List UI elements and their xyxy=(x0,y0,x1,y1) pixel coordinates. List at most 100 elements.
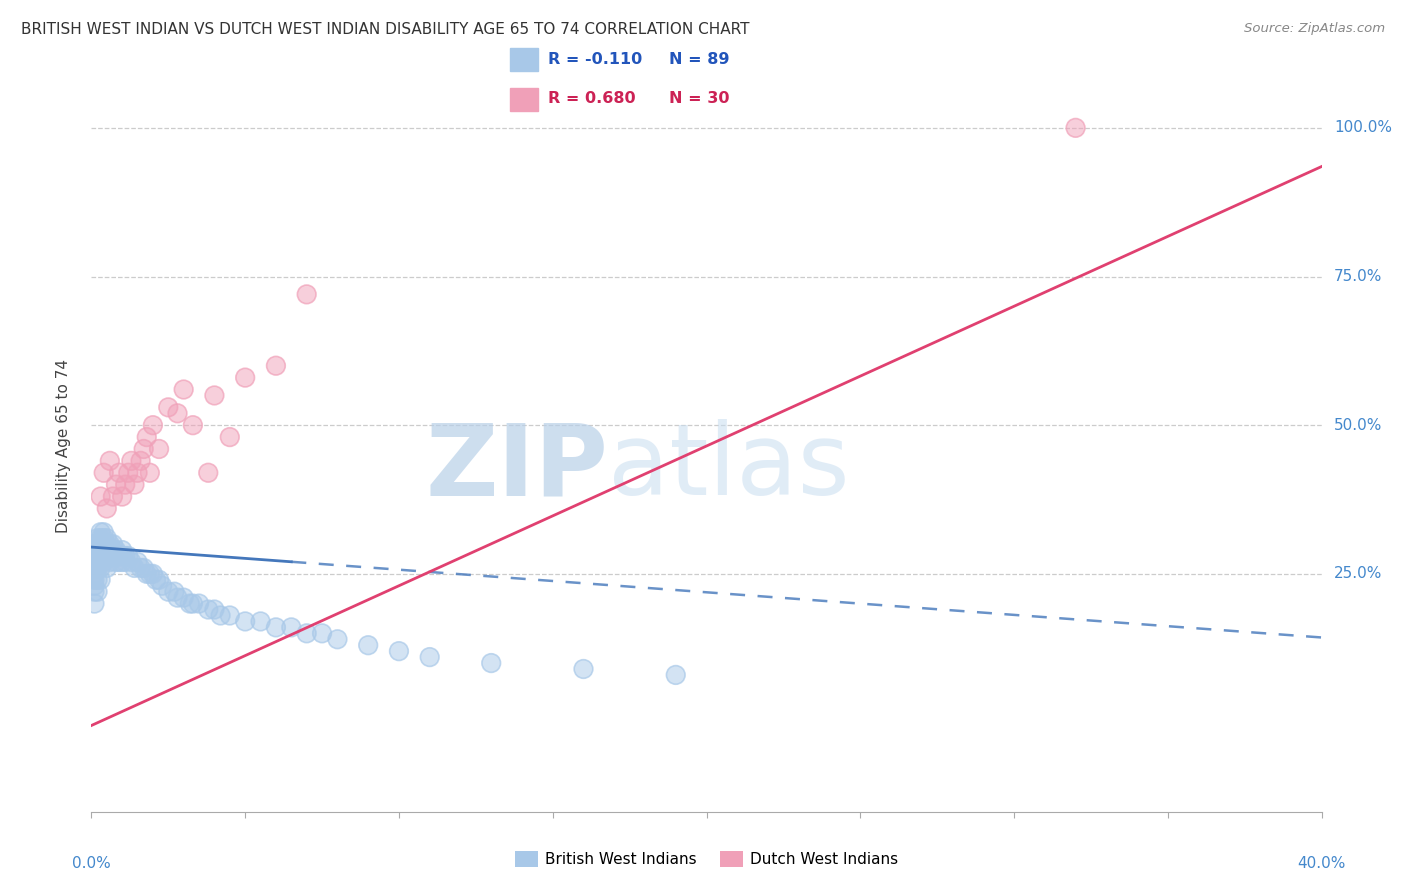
Point xyxy=(1064,120,1087,135)
Point xyxy=(114,555,136,569)
Point xyxy=(202,602,225,616)
Point xyxy=(179,597,201,611)
Point xyxy=(83,573,105,587)
Point xyxy=(202,388,225,402)
Point xyxy=(93,531,115,545)
Point xyxy=(181,418,204,433)
Point xyxy=(295,287,318,301)
Point xyxy=(166,406,188,420)
Text: atlas: atlas xyxy=(607,419,849,516)
Text: 25.0%: 25.0% xyxy=(1334,566,1382,582)
Point xyxy=(173,591,195,605)
Point xyxy=(181,418,204,433)
Point xyxy=(197,466,219,480)
Point xyxy=(120,454,142,468)
Point xyxy=(86,573,108,587)
Point xyxy=(83,597,105,611)
Point xyxy=(108,466,131,480)
Point xyxy=(96,531,118,545)
Point xyxy=(93,525,115,540)
Point xyxy=(166,406,188,420)
Point xyxy=(108,549,131,563)
Point xyxy=(135,566,157,581)
Point xyxy=(127,555,149,569)
Point xyxy=(124,477,146,491)
Point xyxy=(98,543,121,558)
Point xyxy=(86,549,108,563)
Point xyxy=(96,531,118,545)
Point xyxy=(148,442,170,456)
Point xyxy=(280,620,302,634)
Point xyxy=(83,555,105,569)
Point xyxy=(93,537,115,551)
Point xyxy=(188,597,211,611)
Point xyxy=(181,597,204,611)
Point xyxy=(108,555,131,569)
Point xyxy=(96,549,118,563)
Point xyxy=(83,543,105,558)
Point xyxy=(209,608,232,623)
Point xyxy=(295,626,318,640)
Point xyxy=(326,632,349,647)
Point xyxy=(233,615,256,629)
Point xyxy=(101,543,124,558)
Text: Source: ZipAtlas.com: Source: ZipAtlas.com xyxy=(1244,22,1385,36)
Point xyxy=(90,490,112,504)
Point xyxy=(665,668,688,682)
Point xyxy=(96,537,118,551)
Point xyxy=(90,573,112,587)
Point xyxy=(326,632,349,647)
Point xyxy=(96,549,118,563)
Point xyxy=(142,566,165,581)
Point xyxy=(83,555,105,569)
Point xyxy=(197,602,219,616)
Bar xyxy=(510,48,537,71)
Point xyxy=(357,638,380,652)
Point xyxy=(83,561,105,575)
Bar xyxy=(510,87,537,111)
Point xyxy=(157,401,180,415)
Point xyxy=(127,555,149,569)
Text: 0.0%: 0.0% xyxy=(72,855,111,871)
Point xyxy=(135,430,157,444)
Point xyxy=(111,555,134,569)
Point xyxy=(114,549,136,563)
Point xyxy=(233,370,256,384)
Point xyxy=(86,561,108,575)
Point xyxy=(218,608,240,623)
Point xyxy=(127,466,149,480)
Point xyxy=(188,597,211,611)
Point xyxy=(479,656,502,670)
Point xyxy=(93,537,115,551)
Point xyxy=(98,454,121,468)
Point xyxy=(108,466,131,480)
Point xyxy=(114,477,136,491)
Point xyxy=(132,442,155,456)
Point xyxy=(98,549,121,563)
Point xyxy=(83,584,105,599)
Point xyxy=(157,584,180,599)
Point xyxy=(479,656,502,670)
Point xyxy=(280,620,302,634)
Point xyxy=(96,543,118,558)
Point xyxy=(83,537,105,551)
Point xyxy=(111,490,134,504)
Point xyxy=(90,531,112,545)
Point xyxy=(83,566,105,581)
Point xyxy=(264,359,287,373)
Point xyxy=(105,543,127,558)
Point xyxy=(96,543,118,558)
Y-axis label: Disability Age 65 to 74: Disability Age 65 to 74 xyxy=(56,359,70,533)
Point xyxy=(90,543,112,558)
Point xyxy=(124,561,146,575)
Point xyxy=(93,549,115,563)
Point xyxy=(83,579,105,593)
Point xyxy=(86,543,108,558)
Point xyxy=(419,650,441,665)
Point xyxy=(129,454,152,468)
Point xyxy=(86,555,108,569)
Point xyxy=(142,418,165,433)
Point xyxy=(83,597,105,611)
Point xyxy=(111,555,134,569)
Text: R = -0.110: R = -0.110 xyxy=(548,52,643,67)
